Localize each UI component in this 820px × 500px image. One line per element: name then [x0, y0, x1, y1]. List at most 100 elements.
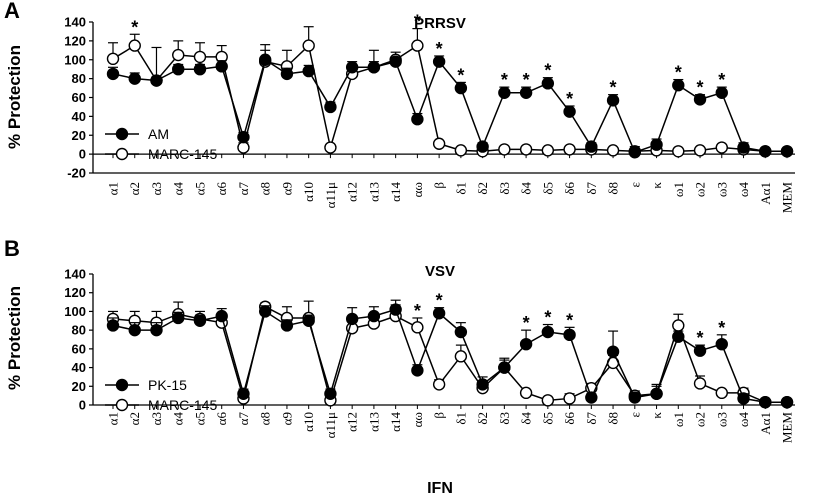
panel-a-point-am — [367, 61, 381, 74]
panel-a-point-marc-145 — [172, 48, 185, 62]
panel-b-point-pk-15 — [172, 311, 185, 325]
panel-b-category-label: δ8 — [606, 412, 621, 425]
panel-b-legend-marker — [115, 398, 129, 412]
panel-b-legend-label: PK-15 — [148, 377, 187, 393]
panel-a-point-marc-145 — [302, 39, 315, 52]
panel-a-category-label: α10 — [301, 182, 316, 202]
panel-b-point-pk-15 — [193, 314, 207, 327]
panel-a-point-am — [563, 105, 576, 118]
panel-a-y-tick-label: 100 — [64, 52, 86, 67]
panel-b-label: B — [4, 236, 20, 261]
panel-b-category-label: δ5 — [540, 412, 555, 425]
panel-b-point-pk-15 — [563, 328, 576, 342]
panel-a-category-label: α12 — [345, 182, 360, 202]
panel-a-y-tick-label: 140 — [64, 15, 86, 30]
panel-a-point-am — [693, 93, 707, 106]
panel-b-point-marc-145 — [563, 392, 576, 405]
panel-b-category-label: α6 — [214, 412, 229, 426]
panel-b-point-pk-15 — [498, 361, 511, 374]
panel-a-category-label: β — [432, 182, 447, 189]
panel-a-point-marc-145 — [454, 144, 468, 157]
panel-a-category-label: κ — [649, 182, 664, 189]
panel-b-category-label: αω — [410, 412, 425, 428]
panel-b: B VSV % Protection IFN 0 20 40 60 80 100 120 14… — [4, 236, 795, 497]
panel-a-y-tick-label: -20 — [67, 166, 86, 181]
panel-a-y-tick-label: 20 — [72, 128, 86, 143]
panel-b-category-label: α11μ — [323, 412, 338, 438]
panel-a-point-am — [650, 138, 663, 151]
panel-b-point-pk-15 — [367, 309, 381, 323]
panel-a-category-label: ω2 — [693, 182, 708, 197]
panel-b-category-label: α10 — [301, 412, 316, 432]
panel-b-point-pk-15 — [780, 395, 794, 409]
panel-b-category-label: κ — [649, 412, 664, 419]
panel-a-point-marc-145 — [519, 143, 533, 156]
panel-a-point-am — [237, 130, 250, 144]
panel-a-significance-marker: * — [675, 63, 682, 83]
panel-a-category-label: α11μ — [323, 182, 338, 208]
panel-b-y-axis-label: % Protection — [5, 286, 24, 390]
panel-b-point-pk-15 — [541, 325, 555, 339]
panel-a-category-label: α2 — [127, 182, 142, 195]
panel-b-legend-marker — [115, 378, 129, 392]
panel-a-point-am — [541, 77, 555, 90]
panel-b-point-marc-145 — [541, 394, 555, 407]
panel-a-point-am — [759, 145, 772, 158]
panel-b-point-marc-145 — [432, 378, 446, 391]
panel-b-series-line-pk-15 — [112, 308, 787, 403]
panel-a-point-am — [715, 86, 728, 99]
panel-a-point-am — [172, 62, 185, 76]
panel-b-significance-marker: * — [436, 291, 443, 311]
panel-b-category-label: δ4 — [519, 412, 534, 425]
panel-b-point-pk-15 — [302, 314, 315, 327]
panel-a-significance-marker: * — [131, 17, 138, 37]
panel-b-point-pk-15 — [215, 309, 228, 323]
panel-a-point-am — [628, 146, 642, 159]
panel-b-y-tick-label: 120 — [64, 285, 86, 300]
panel-b-point-pk-15 — [519, 337, 533, 351]
panel-b-point-pk-15 — [606, 345, 620, 358]
panel-a-point-am — [302, 64, 315, 78]
panel-b-x-axis-label: IFN — [427, 480, 453, 497]
panel-a-category-label: α8 — [258, 182, 273, 195]
panel-b-significance-marker: * — [523, 313, 530, 333]
panel-a-y-tick-label: 120 — [64, 33, 86, 48]
panel-b-y-tick-label: 40 — [72, 360, 86, 375]
panel-b-point-pk-15 — [759, 395, 772, 409]
panel-b-category-label: Aα1 — [758, 412, 773, 435]
panel-a-point-marc-145 — [411, 39, 424, 52]
panel-b-y-tick-label: 100 — [64, 304, 86, 319]
panel-a-series-line-am — [112, 58, 787, 154]
panel-a-point-marc-145 — [498, 143, 511, 156]
panel-a-category-label: δ7 — [584, 182, 599, 195]
panel-a-legend-marker — [115, 127, 129, 141]
panel-a-y-tick-label: 80 — [72, 71, 86, 86]
panel-a-y-tick-label: 60 — [72, 90, 86, 105]
panel-b-point-marc-145 — [693, 377, 707, 390]
panel-b-point-pk-15 — [628, 391, 642, 404]
panel-b-point-pk-15 — [280, 319, 294, 332]
panel-b-point-pk-15 — [324, 387, 337, 400]
panel-a-significance-marker: * — [457, 65, 464, 85]
panel-a-significance-marker: * — [436, 39, 443, 59]
panel-a-significance-marker: * — [566, 89, 573, 109]
panel-b-point-marc-145 — [411, 321, 424, 334]
panel-b-category-label: δ1 — [453, 412, 468, 425]
panel-b-legend-label: MARC-145 — [148, 397, 217, 413]
panel-b-category-label: α8 — [258, 412, 273, 425]
panel-a-category-label: α9 — [279, 182, 294, 195]
panel-a-point-am — [128, 72, 141, 85]
panel-b-y-tick-label: 140 — [64, 267, 86, 282]
panel-b-category-label: δ7 — [584, 412, 599, 425]
panel-b-category-label: MEM — [780, 412, 795, 444]
panel-a-point-am — [519, 86, 533, 99]
panel-b-point-pk-15 — [237, 387, 250, 400]
panel-a-significance-marker: * — [718, 70, 725, 90]
panel-b-point-pk-15 — [389, 303, 402, 316]
panel-b-category-label: ω3 — [714, 412, 729, 427]
panel-b-point-pk-15 — [737, 392, 750, 405]
panel-a-point-marc-145 — [715, 141, 728, 154]
panel-a-point-am — [411, 113, 424, 126]
panel-a-legend-label: AM — [148, 126, 169, 142]
